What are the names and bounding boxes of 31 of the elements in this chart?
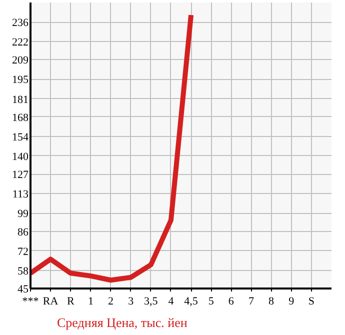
x-tick-label: 7 (248, 296, 254, 308)
y-tick-label: 168 (12, 112, 29, 124)
x-tick-label: S (308, 296, 314, 308)
y-tick-label: 209 (12, 54, 29, 67)
x-tick-label: 2 (108, 296, 114, 308)
y-tick-label: 181 (12, 94, 28, 106)
x-tick-label: 9 (288, 296, 295, 308)
y-tick-label: 58 (18, 265, 29, 278)
x-tick-label: 3 (128, 296, 134, 308)
x-tick-label: R (66, 296, 75, 308)
x-tick-label: 4,5 (184, 296, 198, 308)
x-tick-label: 6 (228, 296, 234, 308)
x-tick-label: RA (42, 296, 58, 308)
x-tick-label: 5 (208, 296, 214, 308)
x-tick-label: 4 (168, 296, 174, 308)
y-tick-label: 154 (12, 131, 29, 144)
y-tick-label: 86 (18, 226, 29, 238)
x-tick-label: *** (22, 296, 39, 308)
y-tick-label: 222 (12, 36, 28, 49)
x-tick-label: 1 (88, 296, 94, 308)
y-tick-label: 236 (12, 17, 29, 30)
y-tick-label: 72 (18, 246, 28, 258)
y-tick-label: 113 (12, 188, 29, 201)
x-tick-label: 3,5 (144, 296, 158, 308)
y-tick-label: 127 (12, 169, 29, 182)
y-tick-label: 45 (18, 284, 29, 296)
text: Средняя Цена, тыс. йен (57, 314, 188, 330)
y-tick-label: 195 (12, 74, 29, 86)
y-tick-label: 99 (18, 208, 29, 220)
x-tick-label: 8 (268, 296, 275, 308)
y-tick-label: 140 (12, 150, 29, 163)
